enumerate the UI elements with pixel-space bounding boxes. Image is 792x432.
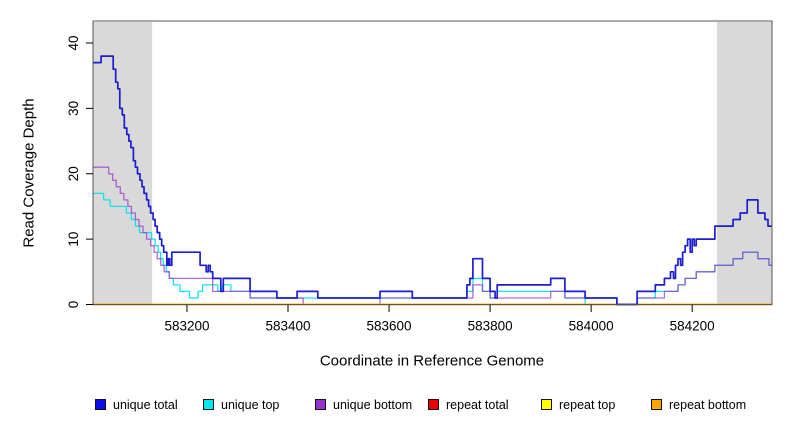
x-tick-label: 583800	[468, 319, 513, 334]
x-axis-title: Coordinate in Reference Genome	[319, 352, 545, 370]
legend-label: unique top	[221, 398, 280, 412]
y-axis-title: Read Coverage Depth	[20, 98, 38, 248]
highlight-band-left-highlight	[93, 22, 153, 305]
x-tick-label: 584200	[670, 319, 715, 334]
x-tick-label: 584000	[569, 319, 614, 334]
x-tick-label: 583200	[164, 319, 209, 334]
x-tick-label: 583400	[265, 319, 310, 334]
series-line-unique-top	[93, 192, 772, 306]
legend-swatch-unique-total	[95, 399, 106, 410]
legend-swatch-repeat-top	[541, 399, 552, 410]
plot-border	[92, 20, 773, 305]
series-line-unique-total	[93, 55, 772, 306]
legend-label: repeat top	[559, 398, 616, 412]
y-tick-label: 20	[66, 166, 81, 181]
highlight-band-right-highlight	[716, 22, 772, 305]
legend-label: repeat total	[446, 398, 509, 412]
series-line-unique-bottom	[93, 166, 772, 306]
y-tick-label: 40	[66, 35, 81, 50]
legend-swatch-repeat-bottom	[651, 399, 662, 410]
legend-swatch-unique-bottom	[315, 399, 326, 410]
y-tick-label: 0	[66, 301, 81, 309]
read-coverage-chart: 583200 583400 583600 583800 584000 584200 0 10 2…	[66, 20, 773, 334]
legend-label: repeat bottom	[669, 398, 747, 412]
legend-label: unique total	[113, 398, 178, 412]
x-tick-label: 583600	[367, 319, 412, 334]
y-tick-label: 10	[66, 232, 81, 247]
legend-label: unique bottom	[333, 398, 413, 412]
y-tick-label: 30	[66, 101, 81, 116]
legend-swatch-unique-top	[203, 399, 214, 410]
legend-swatch-repeat-total	[428, 399, 439, 410]
